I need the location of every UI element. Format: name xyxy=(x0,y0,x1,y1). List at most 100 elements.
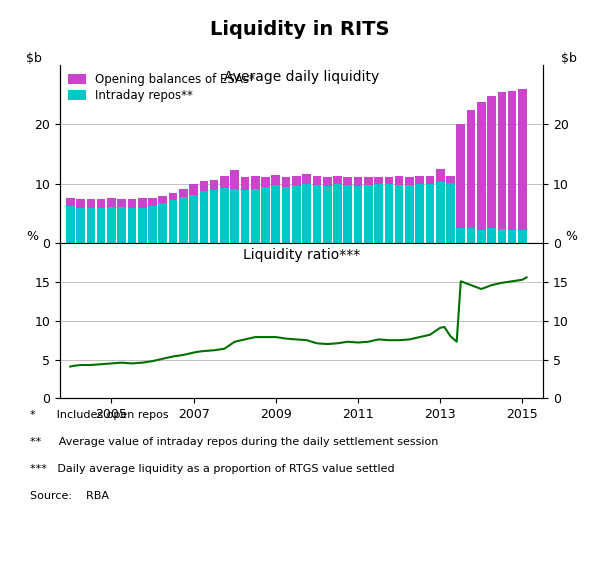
Bar xyxy=(302,184,311,244)
Bar xyxy=(241,177,249,190)
Bar xyxy=(261,187,270,244)
Text: ***   Daily average liquidity as a proportion of RTGS value settled: *** Daily average liquidity as a proport… xyxy=(30,464,395,474)
Bar xyxy=(271,175,280,185)
Bar xyxy=(220,176,229,188)
Bar xyxy=(138,207,146,244)
Bar xyxy=(200,181,208,191)
Bar xyxy=(405,177,414,185)
Bar xyxy=(148,198,157,206)
Bar xyxy=(436,182,445,244)
Bar xyxy=(405,185,414,244)
Bar xyxy=(158,195,167,203)
Bar xyxy=(415,184,424,244)
Bar xyxy=(518,89,527,229)
Bar xyxy=(323,186,332,244)
Bar xyxy=(508,91,517,229)
Bar xyxy=(169,193,178,200)
Bar xyxy=(97,199,106,207)
Bar xyxy=(128,199,136,208)
Bar xyxy=(282,187,290,244)
Bar xyxy=(210,180,218,190)
Bar xyxy=(66,206,74,244)
Text: Liquidity ratio***: Liquidity ratio*** xyxy=(243,248,360,262)
Legend: Opening balances of ESAs*, Intraday repos**: Opening balances of ESAs*, Intraday repo… xyxy=(66,71,258,105)
Bar xyxy=(354,186,362,244)
Bar xyxy=(76,207,85,244)
Text: %: % xyxy=(26,231,38,244)
Bar xyxy=(313,176,321,185)
Text: $b: $b xyxy=(561,52,577,65)
Bar xyxy=(487,96,496,228)
Bar xyxy=(292,176,301,186)
Bar xyxy=(189,194,198,244)
Bar xyxy=(179,189,188,197)
Bar xyxy=(179,197,188,244)
Text: **     Average value of intraday repos during the daily settlement session: ** Average value of intraday repos durin… xyxy=(30,437,439,447)
Bar xyxy=(354,177,362,186)
Bar xyxy=(508,229,517,244)
Bar xyxy=(107,198,116,207)
Bar xyxy=(169,200,178,244)
Bar xyxy=(282,177,290,187)
Bar xyxy=(292,186,301,244)
Text: *      Includes open repos: * Includes open repos xyxy=(30,410,169,420)
Bar xyxy=(467,110,475,228)
Bar xyxy=(374,184,383,244)
Bar xyxy=(271,185,280,244)
Bar xyxy=(76,199,85,207)
Bar xyxy=(364,177,373,185)
Bar xyxy=(261,177,270,187)
Text: Liquidity in RITS: Liquidity in RITS xyxy=(210,20,390,39)
Bar xyxy=(107,207,116,244)
Bar xyxy=(487,228,496,244)
Bar xyxy=(457,228,465,244)
Bar xyxy=(66,198,74,206)
Bar xyxy=(138,198,146,207)
Bar xyxy=(446,182,455,244)
Bar xyxy=(97,207,106,244)
Bar xyxy=(158,203,167,244)
Bar xyxy=(148,206,157,244)
Bar xyxy=(425,176,434,184)
Bar xyxy=(446,176,455,182)
Bar xyxy=(230,170,239,189)
Bar xyxy=(230,189,239,244)
Bar xyxy=(333,176,342,184)
Bar xyxy=(497,92,506,229)
Bar xyxy=(210,190,218,244)
Bar xyxy=(385,177,393,184)
Bar xyxy=(343,185,352,244)
Bar xyxy=(241,190,249,244)
Bar xyxy=(415,176,424,184)
Bar xyxy=(364,185,373,244)
Text: %: % xyxy=(565,231,577,244)
Bar xyxy=(189,184,198,194)
Bar xyxy=(220,188,229,244)
Bar xyxy=(395,176,403,185)
Bar xyxy=(436,169,445,182)
Bar xyxy=(497,229,506,244)
Bar xyxy=(477,102,485,229)
Bar xyxy=(374,177,383,184)
Bar xyxy=(86,199,95,208)
Bar xyxy=(457,124,465,228)
Bar xyxy=(425,184,434,244)
Text: Average daily liquidity: Average daily liquidity xyxy=(224,70,379,84)
Bar xyxy=(86,208,95,244)
Bar xyxy=(118,199,126,207)
Bar xyxy=(467,228,475,244)
Bar xyxy=(333,184,342,244)
Bar xyxy=(302,175,311,184)
Bar xyxy=(251,176,260,189)
Bar xyxy=(385,184,393,244)
Bar xyxy=(118,207,126,244)
Bar xyxy=(251,189,260,244)
Bar xyxy=(323,177,332,186)
Bar xyxy=(313,185,321,244)
Bar xyxy=(200,191,208,244)
Bar xyxy=(395,185,403,244)
Bar xyxy=(518,229,527,244)
Text: $b: $b xyxy=(26,52,42,65)
Text: Source:    RBA: Source: RBA xyxy=(30,491,109,501)
Bar xyxy=(128,208,136,244)
